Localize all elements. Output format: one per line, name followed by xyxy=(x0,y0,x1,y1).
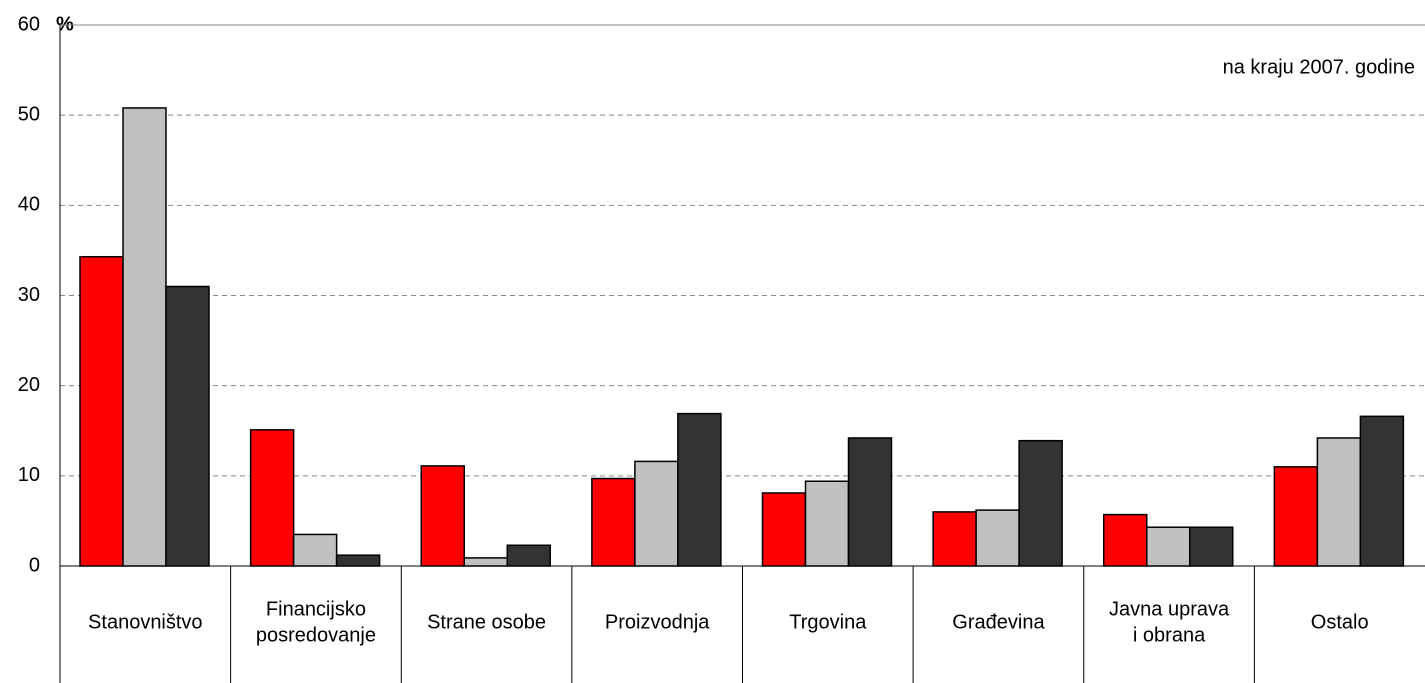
x-tick-label: Financijsko xyxy=(266,598,366,620)
bar xyxy=(975,509,1020,567)
bar xyxy=(847,437,893,567)
y-tick-label: 60 xyxy=(18,13,40,35)
bar xyxy=(677,412,722,567)
y-tick-label: 50 xyxy=(18,103,40,125)
bar xyxy=(335,554,381,567)
x-tick-label: Javna uprava xyxy=(1109,598,1230,620)
bar xyxy=(1018,439,1063,567)
bar xyxy=(463,557,508,567)
bar xyxy=(1189,526,1234,567)
bar xyxy=(1359,415,1405,567)
x-tick-label: Građevina xyxy=(952,611,1045,633)
bar xyxy=(804,480,850,567)
bar xyxy=(761,492,807,567)
y-tick-label: 30 xyxy=(18,284,40,306)
bar xyxy=(1273,466,1319,567)
y-tick-label: 20 xyxy=(18,374,40,396)
x-tick-label: Stanovništvo xyxy=(88,611,203,633)
x-tick-label: Trgovina xyxy=(789,611,867,633)
bar xyxy=(932,511,977,567)
y-tick-label: 0 xyxy=(29,554,40,576)
x-tick-label: Proizvodnja xyxy=(605,611,710,633)
y-tick-label: 10 xyxy=(18,464,40,486)
x-tick-label: Ostalo xyxy=(1311,611,1369,633)
bar xyxy=(1103,513,1148,567)
bar xyxy=(79,255,124,567)
x-tick-label: i obrana xyxy=(1133,624,1206,646)
bar xyxy=(292,533,338,567)
y-unit: % xyxy=(56,13,74,35)
bar xyxy=(420,465,465,567)
annotation: na kraju 2007. godine xyxy=(1223,56,1415,78)
x-tick-label: posredovanje xyxy=(256,624,376,646)
bar xyxy=(634,460,679,567)
bar xyxy=(1316,437,1362,567)
bar xyxy=(249,429,295,567)
bar xyxy=(165,285,210,567)
bar xyxy=(591,477,636,567)
y-tick-label: 40 xyxy=(18,194,40,216)
bar xyxy=(506,544,551,567)
bar xyxy=(1146,526,1191,567)
bar xyxy=(122,107,167,567)
x-tick-label: Strane osobe xyxy=(427,611,546,633)
